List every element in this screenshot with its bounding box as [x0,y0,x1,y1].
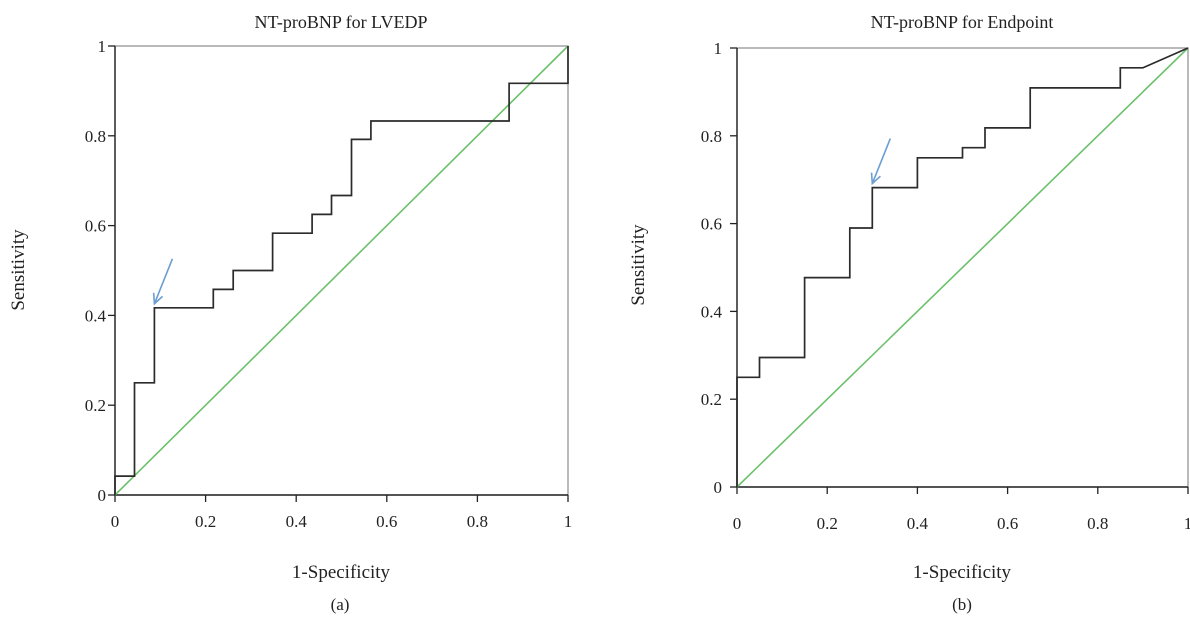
panel-a: NT-proBNP for LVEDP 00.20.40.60.81 0 0.2 0… [8,12,572,614]
panel-a-y-tick-label: 0.6 [85,217,106,236]
panel-a-x-tick-label: 0.4 [286,512,308,531]
panel-a-roc-curve [114,46,569,495]
panel-b-x-tick-label: 1 [1184,514,1190,533]
panel-a-x-tick-label: 0.2 [195,512,216,531]
panel-a-y-tick-label: 0.4 [85,306,107,325]
panel-b-x-tick-label: 0.8 [1087,514,1108,533]
panel-b-arrow-head [870,172,881,186]
panel-b-y-tick-label: 0.6 [701,215,722,234]
panel-a-y-tick-label: 0.2 [85,396,106,415]
panel-a-y-axis-label: Sensitivity [8,229,29,311]
panel-a-x-tick-label: 1 [564,512,573,531]
panel-b-y-tick-label: 0 [714,478,723,497]
panel-b-y-ticks: 0 0.2 0.4 0.6 0.8 1 [701,39,737,497]
panel-b-y-axis-label: Sensitivity [628,224,649,306]
panel-b-y-tick-label: 1 [714,39,723,58]
panel-b-y-tick-label: 0.2 [701,390,722,409]
panel-b-roc-curve [736,47,1189,487]
panel-b-y-tick-label: 0.8 [701,127,722,146]
panel-a-arrow-head [152,292,164,306]
panel-b-arrow-annotation [870,138,892,186]
panel-b-title: NT-proBNP for Endpoint [871,12,1054,32]
panel-b-x-tick-label: 0 [733,514,742,533]
panel-b-x-tick-label: 0.2 [817,514,838,533]
panel-a-x-tick-label: 0 [111,512,120,531]
panel-a-title: NT-proBNP for LVEDP [254,12,427,32]
panel-b-x-tick-label: 0.4 [907,514,929,533]
panel-a-y-tick-label: 0 [98,486,107,505]
panel-a-arrow-shaft [153,258,174,305]
panel-b-reference-line [736,47,1189,488]
panel-b-x-tick-label: 0.6 [997,514,1018,533]
panel-a-x-ticks: 0 0.2 0.4 0.6 0.8 1 [111,495,573,531]
panel-a-y-tick-label: 0.8 [85,127,106,146]
panel-b-x-ticks: 0 0.2 0.4 0.6 0.8 1 [733,487,1190,533]
panel-b-arrow-shaft [871,138,892,184]
panel-a-x-axis-label: 1-Specificity [292,562,391,583]
panel-b-y-tick-label: 0.4 [701,302,723,321]
panel-a-reference-line [114,45,569,496]
panel-a-arrow-annotation [152,258,174,306]
panel-a-caption: (a) [331,595,350,614]
panel-a-x-tick-label: 0.8 [467,512,488,531]
panel-a-y-tick-label: 1 [98,37,107,56]
panel-a-y-ticks: 0 0.2 0.4 0.6 0.8 1 [85,37,115,505]
panel-a-x-tick-label: 0.6 [376,512,397,531]
panel-b-caption: (b) [952,595,972,614]
panel-b-x-axis-label: 1-Specificity [913,562,1012,583]
